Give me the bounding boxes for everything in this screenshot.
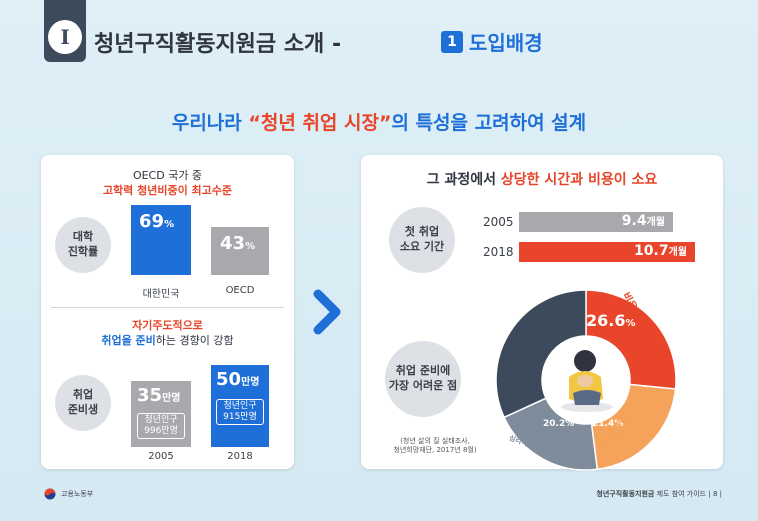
ministry-name: 고용노동부 (61, 490, 94, 498)
bar-korea-label: 대한민국 (142, 289, 180, 300)
bar-2005: 35만명 청년인구 996만명 (131, 381, 191, 447)
chevron-right-icon (313, 289, 341, 335)
bar-2005-label: 2005 (148, 451, 174, 462)
year-2005-label: 2005 (483, 215, 514, 229)
headline: 우리나라 “청년 취업 시장”의 특성을 고려하여 설계 (0, 108, 758, 135)
hardest-part-label: 취업 준비에 가장 어려운 점 (385, 341, 461, 417)
page-title: 청년구직활동지원금 소개 - (94, 32, 342, 57)
bar-oecd-label: OECD (225, 285, 255, 296)
college-rate-label: 대학 진학률 (55, 217, 111, 273)
government-logo-icon (44, 488, 56, 500)
duration-bar-2018: 10.7개월 (519, 242, 695, 262)
bar-oecd: 43% (211, 227, 269, 275)
difficulty-donut-chart (495, 289, 677, 471)
headline-before: 우리나라 (171, 112, 249, 134)
page-number: 8 (712, 490, 718, 498)
section-tab: I (44, 0, 86, 62)
left-panel: OECD 국가 중 고학력 청년비중이 최고수준 대학 진학률 69% 43% … (41, 155, 294, 469)
segment-cost-value: 26.6% (586, 311, 636, 330)
footer-doc-info: 청년구직활동지원금 제도 참여 가이드 | 8 | (596, 490, 722, 498)
section-title: 도입배경 (469, 31, 543, 55)
job-seekers-label: 취업 준비생 (55, 375, 111, 431)
bar-2005-value: 35만명 (137, 385, 181, 406)
bar-2018-note: 청년인구 915만명 (216, 399, 264, 425)
right-panel-title: 그 과정에서 상당한 시간과 비용이 소요 (426, 172, 658, 188)
roman-numeral-badge: I (48, 20, 82, 54)
bar-oecd-value: 43% (220, 233, 256, 254)
bottom-caption-line1: 자기주도적으로 (132, 319, 203, 332)
segment-pass-value: 21.4% (592, 419, 624, 429)
right-panel: 그 과정에서 상당한 시간과 비용이 소요 첫 취업 소요 기간 2005 9.… (361, 155, 723, 471)
section-number-badge: 1 (441, 31, 463, 53)
segment-stress-value: 20.2% (543, 419, 575, 429)
footer-logo: 고용노동부 (44, 488, 93, 500)
bar-korea: 69% (131, 205, 191, 275)
bar-2018-label: 2018 (227, 451, 253, 462)
bar-2018: 50만명 청년인구 915만명 (211, 365, 269, 447)
bar-2018-value: 50만명 (216, 369, 260, 390)
first-job-duration-label: 첫 취업 소요 기간 (389, 207, 455, 273)
sitting-person-icon (561, 350, 613, 412)
panel-divider (51, 307, 284, 308)
duration-bar-2005: 9.4개월 (519, 212, 673, 232)
bar-2005-note: 청년인구 996만명 (137, 413, 185, 439)
source-note: (청년 삶의 질 실태조사, 청년희망재단, 2017년 8월) (393, 437, 477, 455)
year-2018-label: 2018 (483, 245, 514, 259)
duration-2018-value: 10.7개월 (634, 243, 687, 259)
headline-after: 의 특성을 고려하여 설계 (391, 112, 587, 134)
headline-highlight: “청년 취업 시장” (248, 112, 392, 134)
top-caption-line2: 고학력 청년비중이 최고수준 (102, 184, 233, 197)
bottom-caption-line2: 취업을 준비하는 경향이 강함 (101, 334, 234, 347)
header: I 청년구직활동지원금 소개 - 1 도입배경 (44, 0, 724, 70)
top-caption-line1: OECD 국가 중 (132, 169, 203, 182)
duration-2005-value: 9.4개월 (621, 213, 665, 229)
bar-korea-value: 69% (139, 211, 175, 232)
